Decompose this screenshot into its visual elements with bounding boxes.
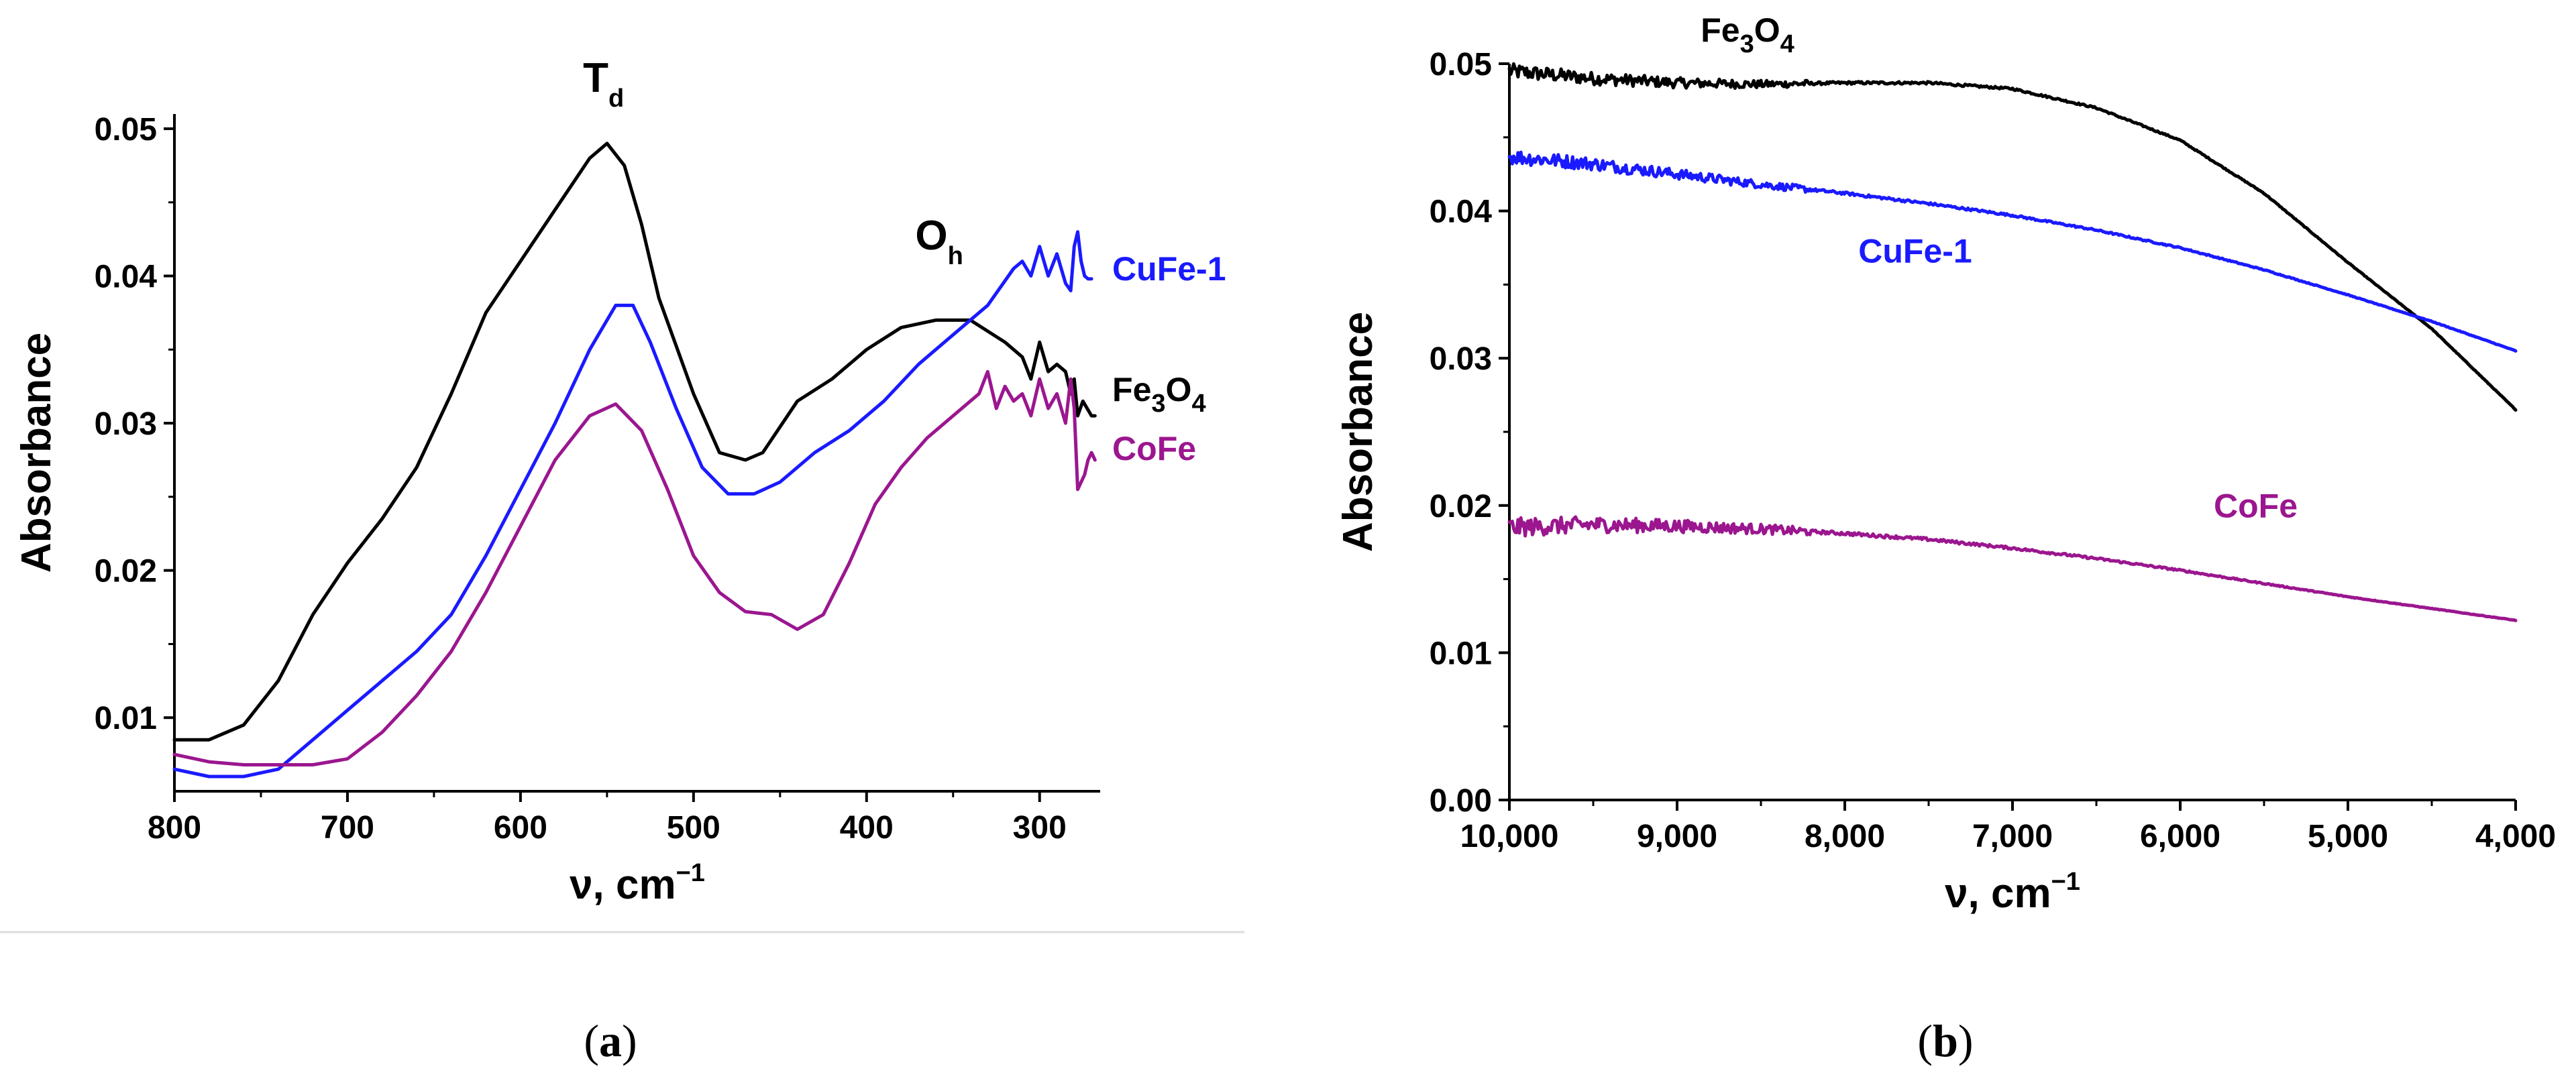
x-tick-label-b: 5,000	[2308, 819, 2388, 854]
series-line-CuFe-1-b	[1507, 150, 2518, 353]
label-part: Fe	[1112, 371, 1151, 408]
y-tick-label-b: 0.05	[1430, 47, 1492, 82]
captions: (a) (b)	[584, 1015, 1973, 1066]
annotation-text: O	[915, 213, 947, 259]
x-tick-label-a: 500	[667, 810, 720, 846]
y-tick-label-b: 0.00	[1430, 783, 1492, 819]
series-label-Fe3O4-b: Fe3O4	[1701, 11, 1794, 58]
label-part: O	[1754, 11, 1780, 49]
annotation-text: T	[583, 55, 608, 101]
series-label-CuFe-1-b: CuFe-1	[1858, 232, 1972, 270]
y-tick-label-b: 0.03	[1430, 341, 1492, 377]
x-tick-label-a: 700	[321, 810, 374, 846]
caption-b: (b)	[1917, 1015, 1973, 1066]
annotation-sub: h	[948, 242, 963, 270]
y-tick-label-b: 0.01	[1430, 636, 1492, 671]
x-tick-label-b: 6,000	[2140, 819, 2220, 854]
label-part: O	[1166, 371, 1192, 408]
caption-a: (a)	[584, 1015, 637, 1066]
x-axis-title-b: ν, cm−1	[1945, 868, 2080, 917]
label-part: Fe	[1701, 11, 1739, 49]
label-sub: 4	[1191, 390, 1205, 418]
panel-a: 0.01 0.02 0.03 0.04 0.05 800 700 600 500 400 300 ν,…	[13, 55, 1226, 908]
y-tick-label-b: 0.02	[1430, 489, 1492, 524]
y-axis-title-b: Absorbance	[1335, 312, 1381, 552]
label-sub: 3	[1151, 390, 1165, 418]
caption-letter: b	[1933, 1015, 1958, 1066]
y-tick-label-a: 0.03	[95, 406, 157, 442]
x-tick-label-b: 4,000	[2475, 819, 2556, 854]
x-axis-title-sup: −1	[2051, 868, 2080, 896]
x-axis-title-text: ν, cm	[570, 862, 676, 908]
caption-paren: )	[622, 1015, 637, 1066]
y-axis-title-a: Absorbance	[13, 333, 60, 573]
panel-b: 0.00 0.01 0.02 0.03 0.04 0.05 10,000 9,000 8,000…	[1335, 11, 2556, 917]
x-tick-label-b: 10,000	[1460, 819, 1559, 854]
x-tick-label-a: 400	[840, 810, 894, 846]
caption-paren: (	[1917, 1015, 1933, 1066]
x-tick-label-a: 300	[1013, 810, 1067, 846]
label-sub: 4	[1780, 30, 1794, 58]
caption-paren: )	[1958, 1015, 1974, 1066]
series-label-CoFe-b: CoFe	[2214, 487, 2298, 524]
x-axis-title-text: ν, cm	[1945, 870, 2051, 917]
y-tick-label-a: 0.04	[95, 260, 158, 295]
x-axis-title-a: ν, cm−1	[570, 859, 705, 908]
series-line-CoFe-a	[172, 369, 1097, 766]
annotation-sub: d	[608, 84, 624, 113]
caption-letter: a	[599, 1015, 622, 1066]
series-line-CuFe-1-a	[172, 230, 1093, 779]
y-tick-label-a: 0.01	[95, 701, 157, 736]
label-sub: 3	[1740, 30, 1754, 58]
x-tick-label-b: 9,000	[1637, 819, 1717, 854]
peak-annotation-T: Td	[583, 55, 624, 113]
series-label-CuFe-1-a: CuFe-1	[1112, 250, 1226, 288]
x-axis-title-sup: −1	[676, 859, 705, 887]
series-line-CoFe-b	[1507, 515, 2518, 622]
x-tick-label-b: 7,000	[1972, 819, 2053, 854]
series-label-CoFe-a: CoFe	[1112, 430, 1196, 467]
series-line-Fe3O4-a	[172, 141, 1097, 742]
series-line-Fe3O4-b	[1507, 62, 2518, 412]
x-tick-label-a: 600	[494, 810, 547, 846]
y-tick-label-b: 0.04	[1430, 194, 1493, 230]
series-label-Fe3O4-a: Fe3O4	[1112, 371, 1206, 418]
y-tick-label-a: 0.05	[95, 112, 157, 148]
x-tick-label-b: 8,000	[1805, 819, 1885, 854]
x-tick-label-a: 800	[148, 810, 201, 846]
y-tick-label-a: 0.02	[95, 554, 157, 589]
peak-annotation-O: Oh	[915, 213, 963, 270]
caption-paren: (	[584, 1015, 599, 1066]
